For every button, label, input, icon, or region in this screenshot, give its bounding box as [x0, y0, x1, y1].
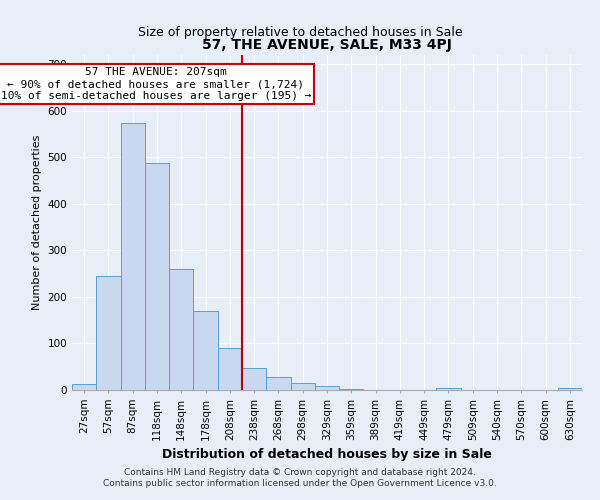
Bar	[242, 368, 266, 390]
Bar	[121, 124, 145, 390]
Bar	[193, 312, 218, 390]
Bar	[339, 388, 364, 390]
Bar	[436, 388, 461, 390]
Bar	[169, 269, 193, 390]
Bar	[266, 378, 290, 390]
Text: 57 THE AVENUE: 207sqm
← 90% of detached houses are smaller (1,724)
10% of semi-d: 57 THE AVENUE: 207sqm ← 90% of detached …	[1, 68, 311, 100]
Bar	[558, 388, 582, 390]
Text: Contains HM Land Registry data © Crown copyright and database right 2024.
Contai: Contains HM Land Registry data © Crown c…	[103, 468, 497, 487]
Bar	[218, 348, 242, 390]
X-axis label: Distribution of detached houses by size in Sale: Distribution of detached houses by size …	[162, 448, 492, 461]
Bar	[96, 276, 121, 390]
Bar	[315, 386, 339, 390]
Bar	[290, 382, 315, 390]
Text: Size of property relative to detached houses in Sale: Size of property relative to detached ho…	[137, 26, 463, 39]
Bar	[145, 164, 169, 390]
Bar	[72, 384, 96, 390]
Y-axis label: Number of detached properties: Number of detached properties	[32, 135, 42, 310]
Title: 57, THE AVENUE, SALE, M33 4PJ: 57, THE AVENUE, SALE, M33 4PJ	[202, 38, 452, 52]
